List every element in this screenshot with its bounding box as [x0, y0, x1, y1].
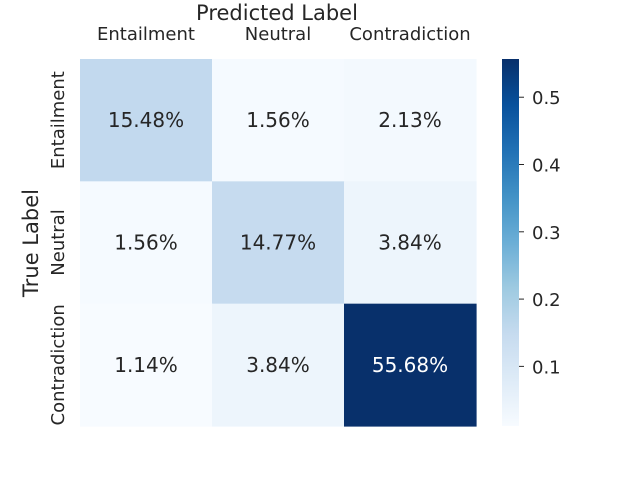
- y-axis-title: True Label: [19, 189, 43, 298]
- cell-annotation: 15.48%: [108, 108, 184, 132]
- colorbar-tick-label: 0.1: [532, 357, 561, 378]
- colorbar-ticks: 0.1 0.2 0.3 0.4 0.5: [519, 88, 561, 378]
- cell-annotation: 1.56%: [114, 230, 178, 254]
- heatmap-cells: 15.48% 1.56% 2.13% 1.56% 14.77% 3.84% 1.14% 3.8…: [80, 59, 477, 427]
- x-tick-label: Contradiction: [349, 24, 470, 45]
- heatmap-cell: [80, 181, 213, 305]
- heatmap-cell: [344, 303, 477, 427]
- heatmap-cell: [80, 59, 213, 182]
- cell-annotation: 3.84%: [246, 353, 310, 377]
- colorbar-tick-label: 0.4: [532, 156, 561, 177]
- heatmap-cell: [344, 59, 477, 182]
- colorbar: [502, 59, 519, 426]
- cell-annotation: 2.13%: [378, 108, 442, 132]
- colorbar-tick-label: 0.5: [532, 88, 561, 109]
- y-tick-label: Entailment: [48, 71, 69, 169]
- cell-annotation: 3.84%: [378, 230, 442, 254]
- y-tick-labels: Entailment Neutral Contradiction: [48, 71, 69, 425]
- heatmap-cell: [212, 303, 345, 427]
- x-tick-label: Entailment: [97, 24, 195, 45]
- cell-annotation: 55.68%: [372, 353, 448, 377]
- x-tick-label: Neutral: [245, 24, 311, 45]
- colorbar-tick-label: 0.2: [532, 290, 561, 311]
- y-tick-label: Neutral: [48, 209, 69, 275]
- colorbar-tick-label: 0.3: [532, 223, 561, 244]
- y-tick-label: Contradiction: [48, 304, 69, 425]
- heatmap-cell: [212, 59, 345, 182]
- x-tick-labels: Entailment Neutral Contradiction: [97, 24, 471, 45]
- cell-annotation: 1.56%: [246, 108, 310, 132]
- x-axis-title: Predicted Label: [196, 1, 358, 25]
- heatmap-cell: [212, 181, 345, 305]
- heatmap-cell: [80, 303, 213, 427]
- cell-annotation: 14.77%: [240, 230, 316, 254]
- cell-annotation: 1.14%: [114, 353, 178, 377]
- heatmap-cell: [344, 181, 477, 305]
